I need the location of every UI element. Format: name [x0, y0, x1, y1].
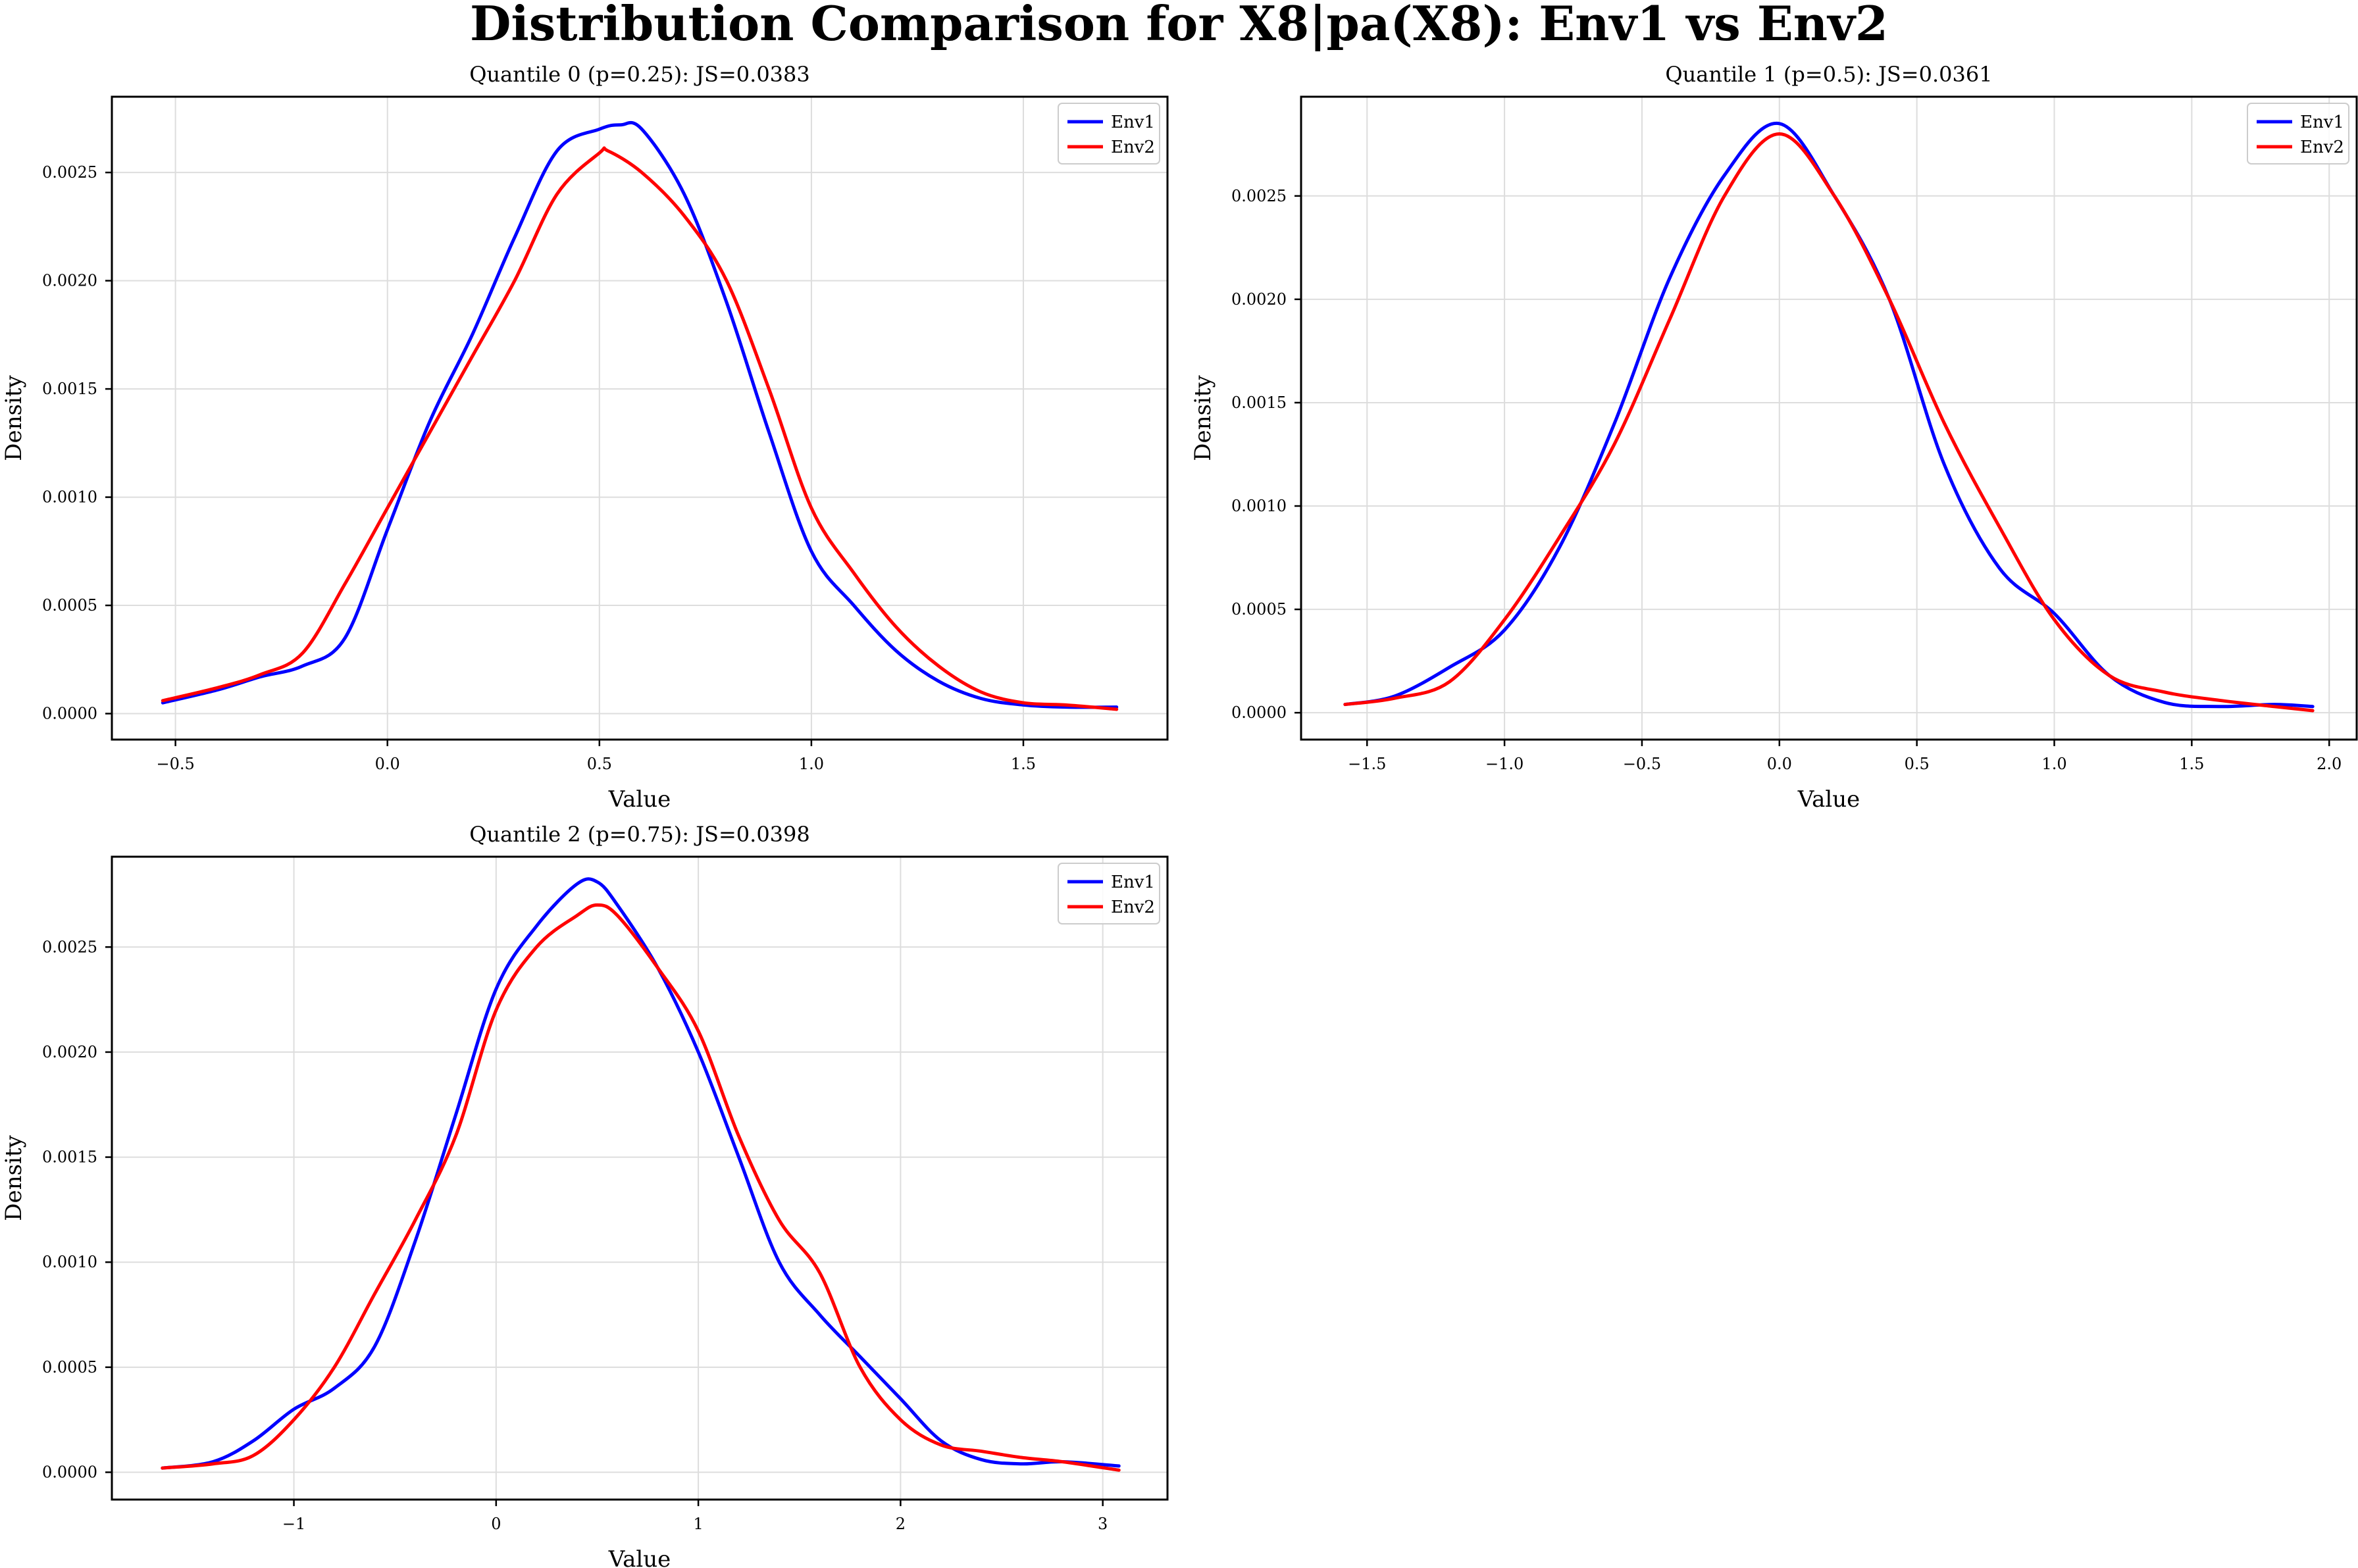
y-tick-label: 0.0000 [42, 1463, 97, 1481]
y-axis-label: Density [1, 374, 27, 461]
y-tick-label: 0.0000 [42, 705, 97, 723]
subplot-1: −1.5 −1.0 −0.5 0.0 0.5 1.0 1.5 2.0 0.0000 0.0005 0… [1190, 62, 2358, 813]
subplot-2: −1 0 1 2 3 0.0000 0.0005 0.0010 0.0015 0.0020 0.00… [1, 822, 1169, 1568]
x-tick-label: 0.5 [1905, 755, 1930, 773]
x-tick-label: 0.5 [587, 755, 612, 773]
legend-label: Env2 [1111, 898, 1155, 917]
series-line-env2 [1343, 132, 2315, 713]
legend: Env1 Env2 [1058, 863, 1160, 924]
x-tick-label: −0.5 [156, 755, 194, 773]
y-tick-label: 0.0025 [42, 938, 97, 956]
x-tick-label: 0 [491, 1515, 501, 1533]
x-tick-label: 2 [896, 1515, 906, 1533]
x-axis-label: Value [608, 786, 671, 813]
y-tick-label: 0.0020 [1231, 290, 1287, 309]
subplot-title: Quantile 0 (p=0.25): JS=0.0383 [469, 62, 810, 87]
axes-frame [1300, 95, 2358, 741]
x-tick-label: 1.0 [2041, 755, 2066, 773]
y-axis-label: Density [1, 1134, 27, 1221]
y-tick-label: 0.0010 [42, 1253, 97, 1271]
x-tick-label: 1 [693, 1515, 703, 1533]
figure-title: Distribution Comparison for X8|pa(X8): E… [469, 0, 1889, 51]
x-tick-label: −1.0 [1485, 755, 1524, 773]
axes-frame [111, 855, 1169, 1501]
legend-label: Env1 [1111, 113, 1155, 132]
y-tick-label: 0.0025 [1231, 187, 1287, 205]
x-tick-label: −1 [282, 1515, 305, 1533]
subplot-0: −0.5 0.0 0.5 1.0 1.5 0.0000 0.0005 0.0010 0.0015… [1, 62, 1169, 813]
legend-label: Env1 [1111, 873, 1155, 892]
series-line-env1 [1343, 122, 2315, 709]
legend: Env1 Env2 [2247, 103, 2349, 164]
legend-label: Env2 [1111, 138, 1155, 157]
x-tick-label: −1.5 [1348, 755, 1386, 773]
x-tick-label: −0.5 [1623, 755, 1661, 773]
x-tick-label: 3 [1098, 1515, 1108, 1533]
x-tick-label: 1.5 [1011, 755, 1036, 773]
y-tick-label: 0.0005 [42, 596, 97, 615]
x-axis-label: Value [1797, 786, 1860, 813]
series-line-env2 [161, 903, 1121, 1472]
y-tick-label: 0.0005 [1231, 600, 1287, 619]
x-axis-label: Value [608, 1546, 671, 1568]
legend-label: Env1 [2300, 113, 2344, 132]
x-tick-label: 0.0 [1767, 755, 1792, 773]
x-tick-label: 1.5 [2179, 755, 2204, 773]
y-tick-label: 0.0000 [1231, 703, 1287, 722]
y-axis-label: Density [1190, 374, 1216, 461]
axes-frame [111, 95, 1169, 741]
y-tick-label: 0.0025 [42, 163, 97, 182]
series-line-env1 [161, 877, 1121, 1470]
x-tick-label: 1.0 [799, 755, 824, 773]
y-tick-label: 0.0015 [1231, 393, 1287, 412]
y-tick-label: 0.0015 [42, 380, 97, 398]
legend-box [1058, 863, 1160, 924]
legend: Env1 Env2 [1058, 103, 1160, 164]
y-tick-label: 0.0010 [1231, 497, 1287, 515]
series-line-env1 [161, 120, 1119, 709]
legend-label: Env2 [2300, 138, 2344, 157]
subplot-title: Quantile 1 (p=0.5): JS=0.0361 [1665, 62, 1992, 87]
subplot-title: Quantile 2 (p=0.75): JS=0.0398 [469, 822, 810, 847]
y-tick-label: 0.0020 [42, 272, 97, 290]
legend-box [1058, 103, 1160, 164]
y-tick-label: 0.0015 [42, 1148, 97, 1167]
x-tick-label: 0.0 [375, 755, 400, 773]
y-tick-label: 0.0010 [42, 488, 97, 507]
legend-box [2247, 103, 2349, 164]
y-tick-label: 0.0020 [42, 1043, 97, 1061]
x-tick-label: 2.0 [2317, 755, 2342, 773]
y-tick-label: 0.0005 [42, 1358, 97, 1377]
series-line-env2 [161, 146, 1119, 711]
